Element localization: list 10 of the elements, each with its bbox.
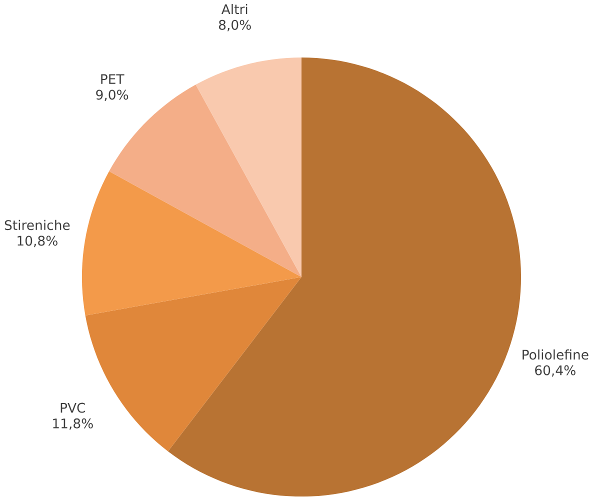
data-label: 10,8% xyxy=(18,236,58,248)
data-label: 9,0% xyxy=(96,90,128,102)
slice-label: Altri xyxy=(221,4,248,14)
slice-label: PET xyxy=(101,74,124,84)
data-label: 8,0% xyxy=(218,20,251,32)
data-label: 11,8% xyxy=(53,418,93,430)
slice-label: Stireniche xyxy=(4,220,70,230)
slice-label: PVC xyxy=(60,403,86,413)
data-label: 60,4% xyxy=(535,365,576,377)
slice-label: Poliolefine xyxy=(522,350,588,360)
